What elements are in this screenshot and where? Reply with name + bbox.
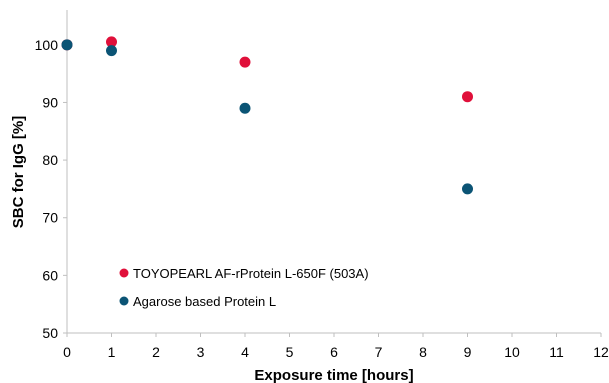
y-ticks: 50 60 70 80 90 100: [35, 37, 67, 341]
data-point-series-2: [239, 102, 251, 114]
data-point-series-2: [106, 45, 117, 57]
legend-item: Agarose based Protein L: [119, 294, 276, 309]
legend-marker-series-1: [119, 268, 129, 278]
x-axis-title: Exposure time [hours]: [254, 367, 413, 383]
y-tick-label: 50: [42, 325, 58, 341]
x-tick-label: 5: [286, 344, 294, 360]
y-tick-label: 80: [42, 152, 58, 168]
x-tick-label: 2: [152, 344, 160, 360]
x-ticks: 0 1 2 3 4 5 6 7 8 9 10 11 12: [63, 333, 609, 360]
legend-label-series-2: Agarose based Protein L: [133, 294, 276, 309]
x-tick-label: 7: [375, 344, 383, 360]
y-tick-label: 70: [42, 210, 58, 226]
data-point-series-2: [61, 39, 73, 51]
x-tick-label: 10: [504, 344, 520, 360]
y-tick-label: 60: [42, 267, 58, 283]
x-tick-label: 11: [549, 344, 564, 360]
x-tick-label: 1: [108, 344, 116, 360]
data-point-series-1: [462, 91, 473, 103]
x-tick-label: 9: [464, 344, 472, 360]
axes: [66, 10, 601, 334]
legend-item: TOYOPEARL AF-rProtein L-650F (503A): [119, 266, 369, 281]
x-tick-label: 12: [593, 344, 609, 360]
legend: TOYOPEARL AF-rProtein L-650F (503A) Agar…: [119, 266, 369, 309]
x-tick-label: 6: [330, 344, 338, 360]
x-tick-label: 3: [197, 344, 205, 360]
x-tick-label: 0: [63, 344, 71, 360]
legend-marker-series-2: [119, 296, 129, 306]
data-point-series-1: [106, 36, 117, 48]
x-tick-label: 8: [419, 344, 427, 360]
y-tick-label: 100: [35, 37, 59, 53]
y-axis-title: SBC for IgG [%]: [10, 116, 27, 229]
y-tick-label: 90: [42, 94, 58, 110]
x-tick-label: 4: [241, 344, 249, 360]
legend-label-series-1: TOYOPEARL AF-rProtein L-650F (503A): [133, 266, 369, 281]
data-point-series-2: [462, 183, 473, 195]
data-point-series-1: [239, 56, 251, 68]
data-points: [61, 36, 473, 195]
